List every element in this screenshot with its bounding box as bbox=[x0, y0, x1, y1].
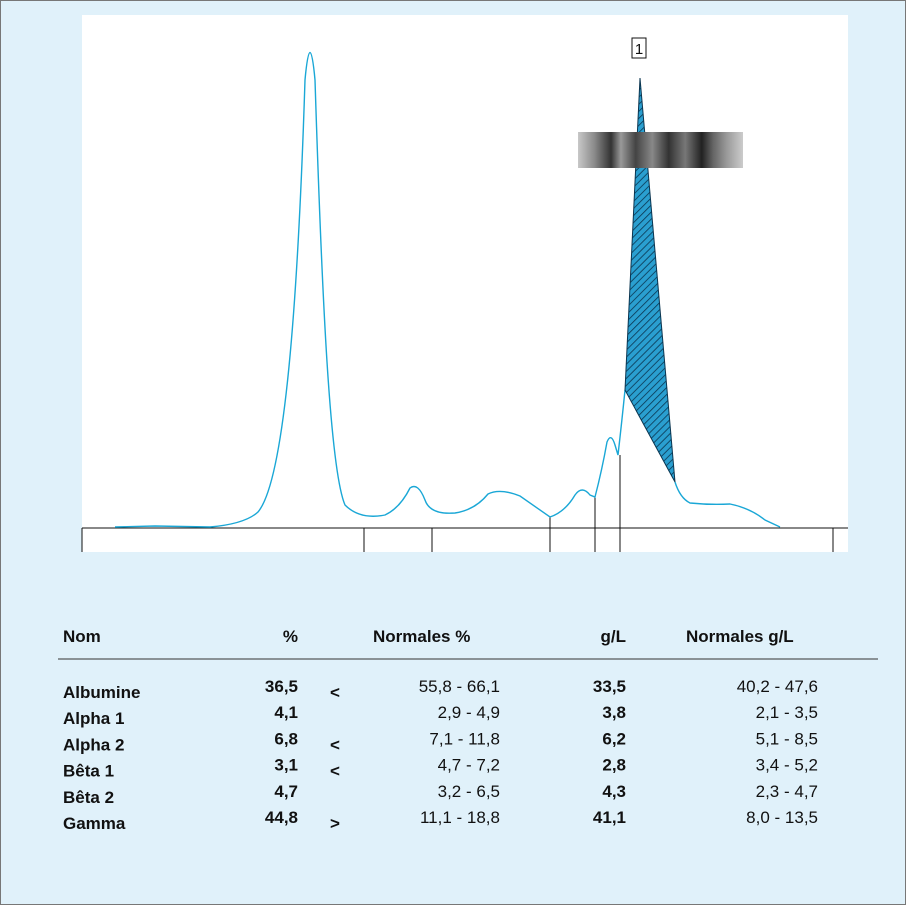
gel-strip bbox=[578, 132, 743, 168]
cell-normal-pct: 11,1 - 18,8 bbox=[420, 808, 500, 827]
cell-name: Bêta 1 bbox=[63, 762, 114, 781]
cell-pct: 4,1 bbox=[274, 703, 298, 722]
cell-normal-pct: 55,8 - 66,1 bbox=[419, 677, 500, 696]
axis bbox=[81, 455, 848, 552]
plot-area bbox=[82, 15, 848, 552]
cell-pct: 44,8 bbox=[265, 808, 298, 827]
cell-normal-gl: 2,3 - 4,7 bbox=[756, 782, 818, 801]
cell-pct: 6,8 bbox=[274, 729, 298, 748]
peak-label: 1 bbox=[635, 41, 643, 58]
cell-normal-gl: 2,1 - 3,5 bbox=[756, 703, 818, 722]
cell-pct: 4,7 bbox=[274, 782, 298, 801]
peak-label-box bbox=[631, 37, 647, 59]
cell-normal-gl: 8,0 - 13,5 bbox=[746, 808, 818, 827]
cell-pct: 3,1 bbox=[274, 756, 298, 775]
cell-normal-pct: 7,1 - 11,8 bbox=[429, 729, 500, 748]
cell-name: Albumine bbox=[63, 683, 140, 702]
cell-name: Gamma bbox=[63, 814, 126, 833]
table: Nom% Normales % g/L Normales g/L Albumine 36,… bbox=[63, 627, 818, 833]
cell-normal-gl: 5,1 - 8,5 bbox=[756, 729, 818, 748]
cell-normal-pct: 2,9 - 4,9 bbox=[438, 703, 500, 722]
cell-gl: 3,8 bbox=[602, 703, 626, 722]
cell-gl: 2,8 bbox=[602, 756, 626, 775]
cell-flag: > bbox=[330, 814, 340, 833]
column-header: % bbox=[283, 627, 298, 646]
cell-normal-gl: 40,2 - 47,6 bbox=[737, 677, 818, 696]
cell-name: Alpha 1 bbox=[63, 709, 124, 728]
column-header: Normales g/L bbox=[686, 627, 794, 646]
trace bbox=[114, 52, 781, 528]
cell-gl: 41,1 bbox=[593, 808, 626, 827]
cell-normal-pct: 3,2 - 6,5 bbox=[438, 782, 500, 801]
cell-flag: < bbox=[330, 762, 340, 781]
cell-name: Bêta 2 bbox=[63, 788, 114, 807]
column-header: Nom bbox=[63, 627, 101, 646]
cell-pct: 36,5 bbox=[265, 677, 298, 696]
cell-normal-gl: 3,4 - 5,2 bbox=[756, 756, 818, 775]
column-header: Normales % bbox=[373, 627, 470, 646]
cell-gl: 4,3 bbox=[602, 782, 626, 801]
cell-flag: < bbox=[330, 683, 340, 702]
cell-flag: < bbox=[330, 735, 340, 754]
cell-gl: 6,2 bbox=[602, 729, 626, 748]
cell-gl: 33,5 bbox=[593, 677, 626, 696]
hatched-peak bbox=[624, 77, 676, 483]
column-header: g/L bbox=[601, 627, 627, 646]
cell-name: Alpha 2 bbox=[63, 735, 124, 754]
cell-normal-pct: 4,7 - 7,2 bbox=[438, 756, 500, 775]
